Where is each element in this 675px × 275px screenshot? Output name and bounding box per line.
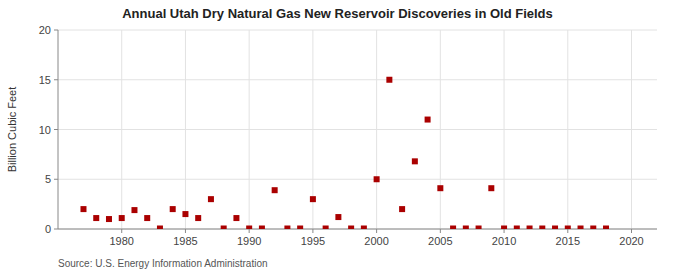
point [539, 226, 545, 229]
y-axis-label: Billion Cubic Feet [6, 87, 18, 173]
point [310, 196, 316, 202]
tick-label: 2020 [619, 235, 643, 247]
point [246, 226, 252, 229]
tick-label: 2010 [492, 235, 516, 247]
point [578, 226, 584, 229]
point [437, 185, 443, 191]
grid-line [376, 30, 377, 229]
tick-mark [504, 229, 505, 233]
point [590, 226, 596, 229]
tick-label: 2005 [428, 235, 452, 247]
tick-label: 5 [45, 173, 51, 185]
tick-mark [631, 229, 632, 233]
grid-line [58, 179, 657, 180]
tick-label: 10 [39, 124, 51, 136]
point [195, 215, 201, 221]
tick-label: 1990 [237, 235, 261, 247]
point [386, 77, 392, 83]
point [335, 214, 341, 220]
tick-label: 1995 [301, 235, 325, 247]
point [463, 226, 469, 229]
point [157, 226, 163, 229]
point [501, 226, 507, 229]
point [514, 226, 520, 229]
points [80, 77, 609, 229]
grid-line [440, 30, 441, 229]
point [552, 226, 558, 229]
tick-label: 1985 [173, 235, 197, 247]
tick-label: 2000 [364, 235, 388, 247]
grid-line [58, 30, 657, 31]
grid [58, 30, 657, 229]
point [80, 206, 86, 212]
grid-line [58, 79, 657, 80]
grid-line [249, 30, 250, 229]
tick-label: 15 [39, 74, 51, 86]
point [361, 226, 367, 229]
tick-mark [567, 229, 568, 233]
grid-line [58, 129, 657, 130]
tick-mark [376, 229, 377, 233]
point [374, 176, 380, 182]
source-note: Source: U.S. Energy Information Administ… [58, 258, 268, 269]
point [221, 226, 227, 229]
point [284, 226, 290, 229]
tick-mark [185, 229, 186, 233]
tick-label: 0 [45, 223, 51, 235]
tick-label: 1980 [109, 235, 133, 247]
point [476, 226, 482, 229]
point [425, 117, 431, 123]
tick-mark [312, 229, 313, 233]
tick-mark [54, 79, 58, 80]
tick-mark [54, 229, 58, 230]
tick-label: 20 [39, 24, 51, 36]
tick-mark [54, 30, 58, 31]
point [450, 226, 456, 229]
tick-mark [249, 229, 250, 233]
point [565, 226, 571, 229]
point [119, 215, 125, 221]
point [527, 226, 533, 229]
point [106, 216, 112, 222]
background [0, 0, 675, 275]
point [182, 211, 188, 217]
tick-mark [121, 229, 122, 233]
grid-line [504, 30, 505, 229]
grid-line [567, 30, 568, 229]
point [170, 206, 176, 212]
tick-mark [54, 179, 58, 180]
tick-mark [54, 129, 58, 130]
point [93, 215, 99, 221]
point [131, 207, 137, 213]
point [297, 226, 303, 229]
grid-line [185, 30, 186, 229]
point [348, 226, 354, 229]
point [144, 215, 150, 221]
tick-label: 2015 [556, 235, 580, 247]
point [323, 226, 329, 229]
title: Annual Utah Dry Natural Gas New Reservoi… [122, 6, 553, 21]
point [208, 196, 214, 202]
point [399, 206, 405, 212]
point [603, 226, 609, 229]
chart: 0 5 10 15 20 1980 1985 1990 1995 2000 2005 2010 2015… [0, 0, 675, 275]
point [488, 185, 494, 191]
point [233, 215, 239, 221]
y-axis-line [58, 30, 59, 229]
grid-line [121, 30, 122, 229]
grid-line [631, 30, 632, 229]
point [272, 187, 278, 193]
axes: 0 5 10 15 20 1980 1985 1990 1995 2000 2005 2010 2015… [39, 24, 657, 247]
tick-mark [440, 229, 441, 233]
point [259, 226, 265, 229]
point [412, 158, 418, 164]
